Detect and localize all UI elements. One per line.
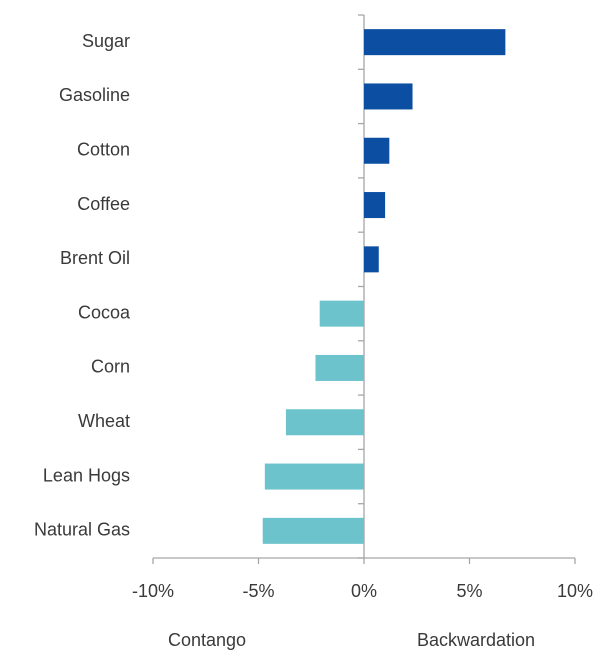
bar xyxy=(285,409,364,436)
bar xyxy=(264,463,364,490)
bar xyxy=(315,354,364,381)
y-tick-label: Gasoline xyxy=(59,85,130,105)
annotation: Backwardation xyxy=(417,630,535,650)
bar xyxy=(364,29,506,56)
x-tick-label: -5% xyxy=(242,581,274,601)
bar xyxy=(364,137,390,164)
y-tick-label: Coffee xyxy=(77,194,130,214)
x-tick-label: 5% xyxy=(456,581,482,601)
y-tick-label: Lean Hogs xyxy=(43,465,130,485)
y-tick-label: Sugar xyxy=(82,31,130,51)
bar xyxy=(319,300,364,327)
y-tick-label: Corn xyxy=(91,357,130,377)
annotation: Contango xyxy=(168,630,246,650)
bar xyxy=(364,246,379,273)
x-tick-label: 0% xyxy=(351,581,377,601)
bar xyxy=(364,83,413,110)
y-tick-label: Wheat xyxy=(78,411,130,431)
y-tick-label: Cocoa xyxy=(78,302,131,322)
y-tick-label: Natural Gas xyxy=(34,520,130,540)
y-tick-label: Brent Oil xyxy=(60,248,130,268)
x-tick-label: 10% xyxy=(557,581,593,601)
x-tick-label: -10% xyxy=(132,581,174,601)
y-tick-label: Cotton xyxy=(77,140,130,160)
bar xyxy=(364,192,386,219)
bar xyxy=(262,517,364,544)
